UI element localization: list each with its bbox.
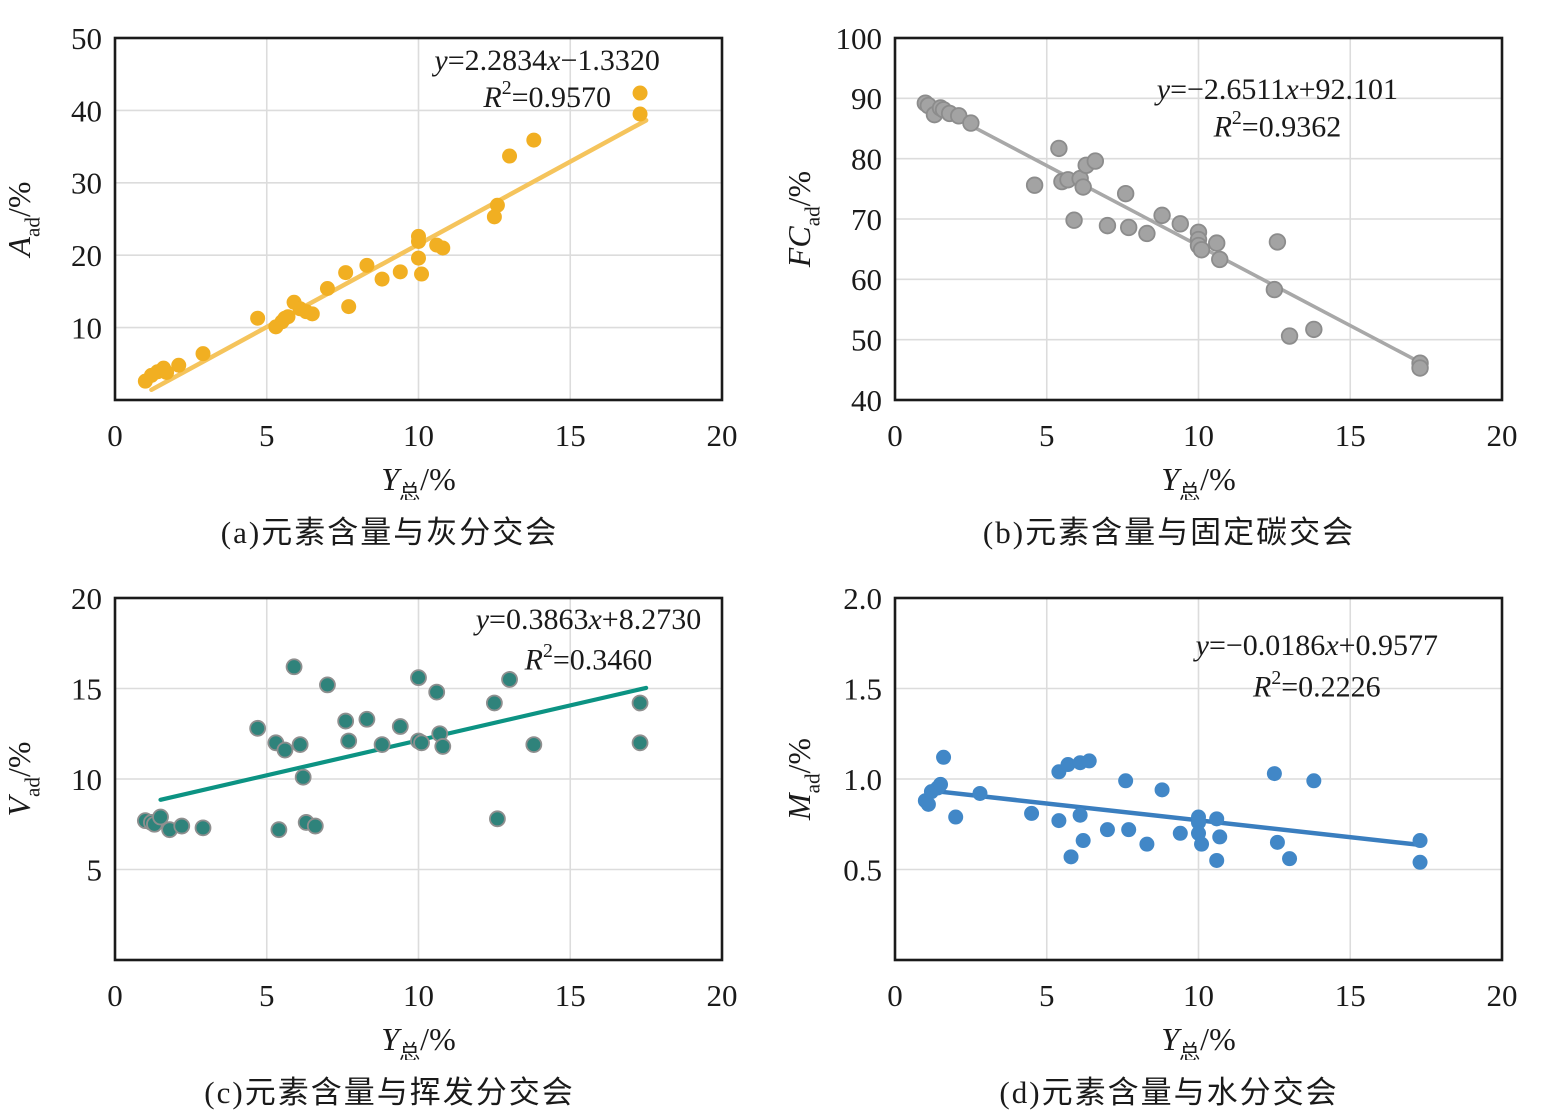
svg-text:y=2.2834x−1.3320: y=2.2834x−1.3320 bbox=[431, 44, 660, 77]
panel-b-fixed-carbon: 0 5 10 15 20 40 50 60 70 80 90 100 FCad/% Y总/% y=−2.65… bbox=[779, 0, 1559, 560]
svg-text:0: 0 bbox=[107, 418, 123, 453]
svg-text:50: 50 bbox=[851, 323, 882, 358]
svg-text:80: 80 bbox=[851, 142, 882, 177]
svg-text:Mad/%: Mad/% bbox=[781, 738, 825, 821]
svg-text:R2=0.2226: R2=0.2226 bbox=[1252, 667, 1381, 704]
svg-text:0: 0 bbox=[887, 418, 903, 453]
svg-text:60: 60 bbox=[851, 262, 882, 297]
svg-text:10: 10 bbox=[1183, 978, 1214, 1013]
moisture-scatter-chart: 0 5 10 15 20 0.5 1.0 1.5 2.0 Mad/% Y总/% y=−0.0186x+… bbox=[781, 581, 1518, 1060]
svg-text:R2=0.9570: R2=0.9570 bbox=[482, 77, 611, 114]
svg-text:5: 5 bbox=[1039, 978, 1055, 1013]
svg-text:0: 0 bbox=[107, 978, 123, 1013]
svg-text:y=−2.6511x+92.101: y=−2.6511x+92.101 bbox=[1153, 73, 1397, 106]
svg-text:90: 90 bbox=[851, 81, 882, 116]
panel-b-caption: (b)元素含量与固定碳交会 bbox=[982, 514, 1356, 550]
volatile-scatter-chart: 0 5 10 15 20 5 10 15 20 Vad/% Y总/% y=0.3863x+8.2730… bbox=[1, 581, 738, 1060]
svg-text:Y总/%: Y总/% bbox=[1161, 1021, 1235, 1060]
svg-text:10: 10 bbox=[71, 310, 102, 345]
svg-text:10: 10 bbox=[71, 762, 102, 797]
svg-text:0: 0 bbox=[887, 978, 903, 1013]
svg-text:FCad/%: FCad/% bbox=[781, 171, 825, 268]
svg-text:30: 30 bbox=[71, 166, 102, 201]
svg-text:15: 15 bbox=[555, 418, 586, 453]
panel-a-ash: 0 5 10 15 20 10 20 30 40 50 Aad/% Y总/% y=2.2834x−1.3… bbox=[0, 0, 779, 560]
svg-text:Vad/%: Vad/% bbox=[1, 741, 45, 816]
svg-text:20: 20 bbox=[1486, 418, 1517, 453]
svg-text:Y总/%: Y总/% bbox=[381, 461, 455, 500]
svg-text:20: 20 bbox=[1486, 978, 1517, 1013]
svg-text:10: 10 bbox=[403, 418, 434, 453]
svg-text:20: 20 bbox=[71, 238, 102, 273]
svg-text:15: 15 bbox=[1334, 418, 1365, 453]
svg-text:10: 10 bbox=[1183, 418, 1214, 453]
panel-a-caption: (a)元素含量与灰分交会 bbox=[220, 514, 559, 550]
svg-text:5: 5 bbox=[87, 852, 103, 887]
svg-text:15: 15 bbox=[555, 978, 586, 1013]
svg-text:R2=0.9362: R2=0.9362 bbox=[1212, 107, 1341, 144]
svg-text:10: 10 bbox=[403, 978, 434, 1013]
svg-text:70: 70 bbox=[851, 202, 882, 237]
svg-text:y=−0.0186x+0.9577: y=−0.0186x+0.9577 bbox=[1192, 629, 1437, 662]
panel-c-caption: (c)元素含量与挥发分交会 bbox=[204, 1074, 575, 1110]
svg-text:Y总/%: Y总/% bbox=[1161, 461, 1235, 500]
svg-text:Y总/%: Y总/% bbox=[381, 1021, 455, 1060]
svg-text:40: 40 bbox=[71, 93, 102, 128]
svg-text:5: 5 bbox=[259, 418, 275, 453]
svg-text:20: 20 bbox=[707, 978, 738, 1013]
svg-text:40: 40 bbox=[851, 383, 882, 418]
svg-text:1.5: 1.5 bbox=[843, 671, 882, 706]
svg-text:0.5: 0.5 bbox=[843, 852, 882, 887]
panel-c-volatile: 0 5 10 15 20 5 10 15 20 Vad/% Y总/% y=0.3863x+8.2730… bbox=[0, 560, 779, 1119]
svg-text:2.0: 2.0 bbox=[843, 581, 882, 616]
svg-text:Aad/%: Aad/% bbox=[1, 181, 45, 258]
svg-text:15: 15 bbox=[71, 671, 102, 706]
svg-text:20: 20 bbox=[707, 418, 738, 453]
panel-d-moisture: 0 5 10 15 20 0.5 1.0 1.5 2.0 Mad/% Y总/% y=−0.0186x+… bbox=[779, 560, 1559, 1119]
svg-text:R2=0.3460: R2=0.3460 bbox=[524, 640, 653, 677]
svg-text:100: 100 bbox=[835, 21, 882, 56]
svg-text:15: 15 bbox=[1334, 978, 1365, 1013]
svg-text:5: 5 bbox=[259, 978, 275, 1013]
panel-d-caption: (d)元素含量与水分交会 bbox=[999, 1074, 1339, 1110]
ash-scatter-chart: 0 5 10 15 20 10 20 30 40 50 Aad/% Y总/% y=2.2834x−1.3… bbox=[1, 21, 738, 500]
svg-text:50: 50 bbox=[71, 21, 102, 56]
fixed-carbon-scatter-chart: 0 5 10 15 20 40 50 60 70 80 90 100 FCad/% Y总/% y=−2.65… bbox=[781, 21, 1518, 500]
svg-text:1.0: 1.0 bbox=[843, 762, 882, 797]
svg-text:5: 5 bbox=[1039, 418, 1055, 453]
svg-text:20: 20 bbox=[71, 581, 102, 616]
svg-text:y=0.3863x+8.2730: y=0.3863x+8.2730 bbox=[473, 603, 702, 636]
